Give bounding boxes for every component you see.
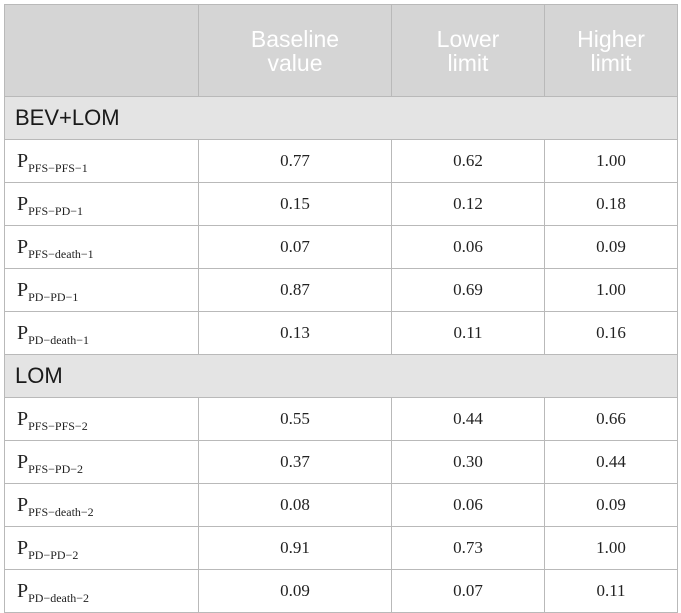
header-higher-limit: Higher limit bbox=[544, 4, 678, 97]
higher-limit-cell: 0.66 bbox=[544, 397, 678, 441]
table-row: PPD−death−1 0.13 0.11 0.16 bbox=[4, 311, 678, 355]
table-row: PPD−PD−2 0.91 0.73 1.00 bbox=[4, 526, 678, 570]
parameter-cell: PPFS−PD−1 bbox=[4, 182, 199, 226]
lower-limit-cell: 0.62 bbox=[391, 139, 545, 183]
table-row: PPD−death−2 0.09 0.07 0.11 bbox=[4, 569, 678, 613]
higher-limit-cell: 1.00 bbox=[544, 268, 678, 312]
baseline-value-cell: 0.91 bbox=[198, 526, 392, 570]
parameter-subscript: PFS−PFS−1 bbox=[28, 160, 88, 175]
parameter-symbol: P bbox=[17, 321, 29, 344]
parameter-subscript: PFS−PD−2 bbox=[28, 461, 84, 476]
table-row: PPD−PD−1 0.87 0.69 1.00 bbox=[4, 268, 678, 312]
higher-limit-cell: 1.00 bbox=[544, 139, 678, 183]
higher-limit-cell: 0.16 bbox=[544, 311, 678, 355]
table-row: PPFS−death−2 0.08 0.06 0.09 bbox=[4, 483, 678, 527]
lower-limit-cell: 0.11 bbox=[391, 311, 545, 355]
group-row: LOM bbox=[4, 354, 678, 398]
table-body: BEV+LOM PPFS−PFS−1 0.77 0.62 1.00 PPFS−PD−1 0.… bbox=[4, 96, 678, 613]
baseline-value-cell: 0.55 bbox=[198, 397, 392, 441]
header-higher-line2: limit bbox=[590, 49, 632, 76]
table-row: PPFS−PFS−2 0.55 0.44 0.66 bbox=[4, 397, 678, 441]
table-row: PPFS−PD−1 0.15 0.12 0.18 bbox=[4, 182, 678, 226]
higher-limit-cell: 0.09 bbox=[544, 483, 678, 527]
lower-limit-cell: 0.06 bbox=[391, 225, 545, 269]
parameter-cell: PPD−PD−1 bbox=[4, 268, 199, 312]
table-row: PPFS−death−1 0.07 0.06 0.09 bbox=[4, 225, 678, 269]
parameter-subscript: PD−PD−1 bbox=[28, 289, 79, 304]
parameter-symbol: P bbox=[17, 579, 29, 602]
parameter-symbol: P bbox=[17, 450, 29, 473]
header-lower-line2: limit bbox=[447, 49, 489, 76]
header-parameter bbox=[4, 4, 199, 97]
baseline-value-cell: 0.77 bbox=[198, 139, 392, 183]
parameter-cell: PPD−death−2 bbox=[4, 569, 199, 613]
parameter-symbol: P bbox=[17, 493, 29, 516]
parameter-subscript: PFS−death−1 bbox=[28, 246, 94, 261]
parameter-subscript: PD−death−1 bbox=[28, 332, 89, 347]
header-baseline-line1: Baseline bbox=[250, 25, 340, 52]
parameter-table: Baseline value Lower limit Higher limit … bbox=[4, 4, 678, 613]
parameter-cell: PPFS−PFS−1 bbox=[4, 139, 199, 183]
header-lower-line1: Lower bbox=[436, 25, 500, 52]
lower-limit-cell: 0.06 bbox=[391, 483, 545, 527]
parameter-symbol: P bbox=[17, 278, 29, 301]
baseline-value-cell: 0.09 bbox=[198, 569, 392, 613]
lower-limit-cell: 0.73 bbox=[391, 526, 545, 570]
parameter-subscript: PFS−death−2 bbox=[28, 504, 94, 519]
higher-limit-cell: 0.44 bbox=[544, 440, 678, 484]
parameter-cell: PPFS−PD−2 bbox=[4, 440, 199, 484]
parameter-subscript: PD−death−2 bbox=[28, 590, 89, 605]
baseline-value-cell: 0.37 bbox=[198, 440, 392, 484]
parameter-symbol: P bbox=[17, 536, 29, 559]
parameter-cell: PPFS−PFS−2 bbox=[4, 397, 199, 441]
lower-limit-cell: 0.12 bbox=[391, 182, 545, 226]
parameter-symbol: P bbox=[17, 235, 29, 258]
header-baseline-line2: value bbox=[267, 49, 323, 76]
parameter-symbol: P bbox=[17, 407, 29, 430]
lower-limit-cell: 0.44 bbox=[391, 397, 545, 441]
group-label: LOM bbox=[4, 354, 678, 398]
header-row: Baseline value Lower limit Higher limit bbox=[4, 4, 678, 97]
baseline-value-cell: 0.87 bbox=[198, 268, 392, 312]
baseline-value-cell: 0.13 bbox=[198, 311, 392, 355]
header-baseline-value: Baseline value bbox=[198, 4, 392, 97]
group-row: BEV+LOM bbox=[4, 96, 678, 140]
lower-limit-cell: 0.30 bbox=[391, 440, 545, 484]
lower-limit-cell: 0.07 bbox=[391, 569, 545, 613]
parameter-subscript: PD−PD−2 bbox=[28, 547, 79, 562]
baseline-value-cell: 0.08 bbox=[198, 483, 392, 527]
parameter-cell: PPFS−death−2 bbox=[4, 483, 199, 527]
baseline-value-cell: 0.15 bbox=[198, 182, 392, 226]
table-row: PPFS−PFS−1 0.77 0.62 1.00 bbox=[4, 139, 678, 183]
parameter-subscript: PFS−PFS−2 bbox=[28, 418, 88, 433]
table-row: PPFS−PD−2 0.37 0.30 0.44 bbox=[4, 440, 678, 484]
higher-limit-cell: 0.09 bbox=[544, 225, 678, 269]
higher-limit-cell: 1.00 bbox=[544, 526, 678, 570]
parameter-cell: PPFS−death−1 bbox=[4, 225, 199, 269]
header-higher-line1: Higher bbox=[577, 25, 645, 52]
parameter-symbol: P bbox=[17, 192, 29, 215]
higher-limit-cell: 0.18 bbox=[544, 182, 678, 226]
group-label: BEV+LOM bbox=[4, 96, 678, 140]
parameter-symbol: P bbox=[17, 149, 29, 172]
lower-limit-cell: 0.69 bbox=[391, 268, 545, 312]
baseline-value-cell: 0.07 bbox=[198, 225, 392, 269]
parameter-cell: PPD−death−1 bbox=[4, 311, 199, 355]
parameter-subscript: PFS−PD−1 bbox=[28, 203, 84, 218]
higher-limit-cell: 0.11 bbox=[544, 569, 678, 613]
parameter-cell: PPD−PD−2 bbox=[4, 526, 199, 570]
header-lower-limit: Lower limit bbox=[391, 4, 545, 97]
